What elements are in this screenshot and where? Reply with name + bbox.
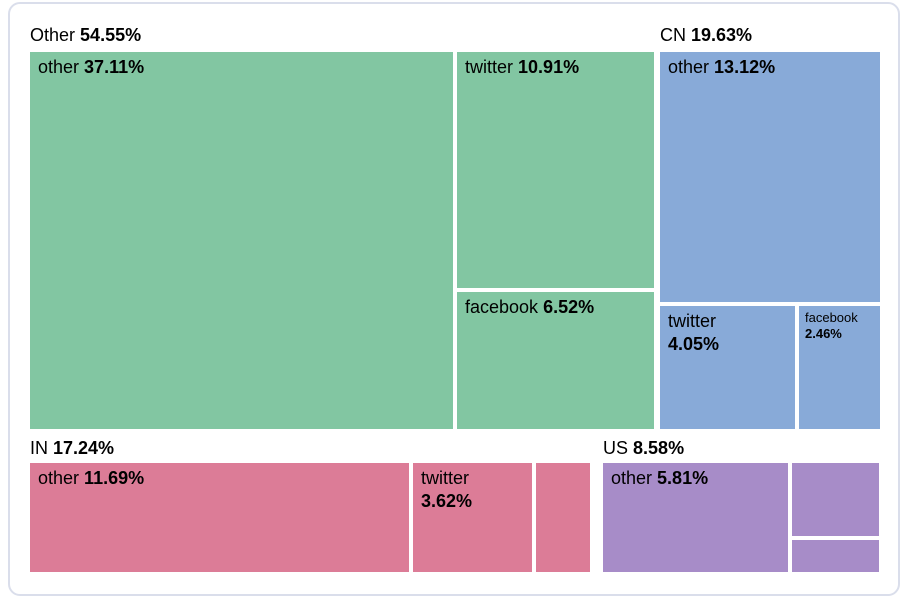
cell-label: twitter [421, 468, 470, 488]
cell-label: other [668, 57, 710, 77]
cell-label: facebook [465, 297, 539, 317]
group-label: Other [30, 25, 76, 45]
group-header-other: Other 54.55% [30, 24, 141, 46]
cell-value: 11.69% [84, 468, 145, 488]
cell-label: other [611, 468, 653, 488]
group-value: 17.24% [53, 438, 115, 458]
treemap-cell-in-twitter[interactable]: twitter 3.62% [413, 463, 532, 572]
cell-value: 10.91% [518, 57, 580, 77]
group-label: IN [30, 438, 48, 458]
treemap-cell-cn-facebook[interactable]: facebook 2.46% [799, 306, 880, 429]
cell-value: 2.46% [805, 326, 842, 341]
cell-label: facebook [805, 310, 858, 325]
treemap-cell-cn-twitter[interactable]: twitter 4.05% [660, 306, 795, 429]
group-value: 19.63% [691, 25, 753, 45]
treemap-cell-in-unlabeled[interactable] [536, 463, 590, 572]
cell-value: 6.52% [543, 297, 595, 317]
cell-value: 13.12% [714, 57, 776, 77]
treemap-cell-us-other[interactable]: other 5.81% [603, 463, 788, 572]
cell-label: other [38, 468, 80, 488]
cell-label: twitter [465, 57, 514, 77]
treemap-cell-in-other[interactable]: other 11.69% [30, 463, 409, 572]
cell-value: 5.81% [657, 468, 709, 488]
cell-label: other [38, 57, 80, 77]
group-header-cn: CN 19.63% [660, 24, 752, 46]
group-header-in: IN 17.24% [30, 437, 114, 459]
cell-value: 4.05% [668, 334, 720, 354]
treemap-cell-us-unlabeled-1[interactable] [792, 463, 879, 536]
cell-label: twitter [668, 311, 717, 331]
treemap-cell-other-twitter[interactable]: twitter 10.91% [457, 52, 654, 288]
treemap-cell-other-facebook[interactable]: facebook 6.52% [457, 292, 654, 429]
group-value: 8.58% [633, 438, 685, 458]
cell-value: 3.62% [421, 491, 473, 511]
group-value: 54.55% [80, 25, 142, 45]
treemap-cell-cn-other[interactable]: other 13.12% [660, 52, 880, 302]
group-header-us: US 8.58% [603, 437, 684, 459]
cell-value: 37.11% [84, 57, 145, 77]
treemap-cell-us-unlabeled-2[interactable] [792, 540, 879, 572]
treemap-cell-other-other[interactable]: other 37.11% [30, 52, 453, 429]
group-label: US [603, 438, 629, 458]
group-label: CN [660, 25, 686, 45]
